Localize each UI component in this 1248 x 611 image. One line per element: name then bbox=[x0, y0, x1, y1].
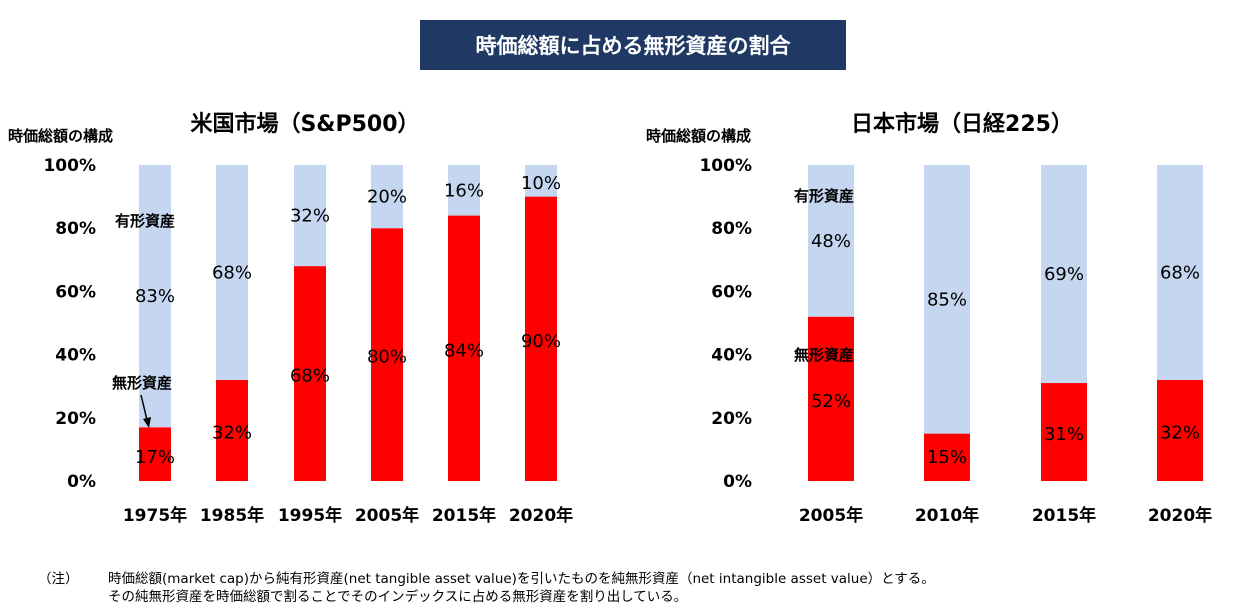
jp-data-label-intangible: 32% bbox=[1160, 422, 1200, 443]
jp-legend-tangible: 有形資産 bbox=[794, 187, 854, 205]
us-data-label-intangible: 80% bbox=[367, 347, 407, 368]
us-x-tick-label: 2015年 bbox=[432, 505, 496, 526]
jp-y-tick-label: 60% bbox=[711, 282, 752, 302]
jp-x-tick-label: 2005年 bbox=[799, 505, 863, 526]
us-y-tick-label: 20% bbox=[55, 409, 96, 429]
us-y-tick-label: 80% bbox=[55, 219, 96, 239]
jp-x-tick-label: 2015年 bbox=[1032, 505, 1096, 526]
us-bar-intangible bbox=[525, 196, 557, 481]
jp-bar-intangible bbox=[924, 433, 970, 481]
us-legend-intangible: 無形資産 bbox=[112, 374, 172, 392]
us-chart-title: 米国市場（S&P500） bbox=[190, 111, 419, 137]
jp-chart-title: 日本市場（日経225） bbox=[851, 111, 1073, 137]
us-bar-intangible bbox=[294, 266, 326, 481]
us-data-label-intangible: 84% bbox=[444, 340, 484, 361]
us-bar-tangible bbox=[448, 165, 480, 216]
us-bar-tangible bbox=[294, 165, 326, 267]
us-data-label-intangible: 90% bbox=[521, 331, 561, 352]
us-legend-arrow-head bbox=[143, 417, 151, 428]
jp-x-tick-label: 2010年 bbox=[915, 505, 979, 526]
us-bar-tangible bbox=[525, 165, 557, 197]
us-data-label-intangible: 32% bbox=[212, 422, 252, 443]
us-data-label-tangible: 32% bbox=[290, 206, 330, 227]
jp-y-tick-label: 40% bbox=[711, 346, 752, 366]
us-x-tick-label: 1995年 bbox=[278, 505, 342, 526]
jp-data-label-intangible: 31% bbox=[1044, 424, 1084, 445]
us-y-tick-label: 0% bbox=[67, 472, 96, 492]
jp-data-label-tangible: 48% bbox=[811, 231, 851, 252]
us-bar-intangible bbox=[139, 427, 171, 481]
us-data-label-tangible: 83% bbox=[135, 286, 175, 307]
us-x-tick-label: 2005年 bbox=[355, 505, 419, 526]
note-line-1: 時価総額(market cap)から純有形資産(net tangible ass… bbox=[108, 571, 935, 587]
jp-y-tick-label: 100% bbox=[699, 156, 752, 176]
jp-bar-tangible bbox=[924, 165, 970, 434]
jp-bar-tangible bbox=[1041, 165, 1087, 384]
us-bar-tangible bbox=[139, 165, 171, 428]
note-line-2: その純無形資産を時価総額で割ることでそのインデックスに占める無形資産を割り出して… bbox=[108, 589, 688, 605]
us-data-label-tangible: 20% bbox=[367, 187, 407, 208]
us-bar-intangible bbox=[216, 379, 248, 481]
us-bar-intangible bbox=[371, 228, 403, 481]
us-legend-arrow-line bbox=[140, 394, 148, 421]
jp-bar-intangible bbox=[1157, 379, 1203, 481]
jp-data-label-tangible: 85% bbox=[927, 289, 967, 310]
us-data-label-intangible: 17% bbox=[135, 447, 175, 468]
jp-bar-intangible bbox=[808, 316, 854, 481]
jp-y-tick-label: 20% bbox=[711, 409, 752, 429]
us-y-tick-label: 40% bbox=[55, 346, 96, 366]
us-bar-tangible bbox=[216, 165, 248, 380]
main-title: 時価総額に占める無形資産の割合 bbox=[420, 20, 846, 70]
jp-y-tick-label: 0% bbox=[723, 472, 752, 492]
jp-data-label-tangible: 69% bbox=[1044, 264, 1084, 285]
us-y-axis-title: 時価総額の構成 bbox=[8, 127, 113, 145]
us-bar-intangible bbox=[448, 215, 480, 481]
us-data-label-intangible: 68% bbox=[290, 366, 330, 387]
us-x-tick-label: 1975年 bbox=[123, 505, 187, 526]
jp-bar-tangible bbox=[808, 165, 854, 317]
jp-x-tick-label: 2020年 bbox=[1148, 505, 1212, 526]
us-legend-tangible: 有形資産 bbox=[115, 212, 175, 230]
us-x-tick-label: 2020年 bbox=[509, 505, 573, 526]
jp-bar-intangible bbox=[1041, 383, 1087, 481]
us-data-label-tangible: 68% bbox=[212, 262, 252, 283]
us-data-label-tangible: 16% bbox=[444, 180, 484, 201]
jp-y-axis-title: 時価総額の構成 bbox=[646, 127, 751, 145]
note-marker: （注） bbox=[38, 571, 79, 587]
jp-legend-intangible: 無形資産 bbox=[794, 346, 854, 364]
charts-area: 米国市場（S&P500） 時価総額の構成 0% 20% 40% 60% 80% 100% 17%… bbox=[8, 111, 1212, 526]
jp-y-tick-label: 80% bbox=[711, 219, 752, 239]
us-y-tick-label: 60% bbox=[55, 282, 96, 302]
us-bar-tangible bbox=[371, 165, 403, 229]
jp-data-label-tangible: 68% bbox=[1160, 262, 1200, 283]
jp-bar-tangible bbox=[1157, 165, 1203, 380]
us-y-tick-label: 100% bbox=[43, 156, 96, 176]
jp-data-label-intangible: 15% bbox=[927, 447, 967, 468]
us-x-tick-label: 1985年 bbox=[200, 505, 264, 526]
us-data-label-tangible: 10% bbox=[521, 173, 561, 194]
jp-data-label-intangible: 52% bbox=[811, 391, 851, 412]
